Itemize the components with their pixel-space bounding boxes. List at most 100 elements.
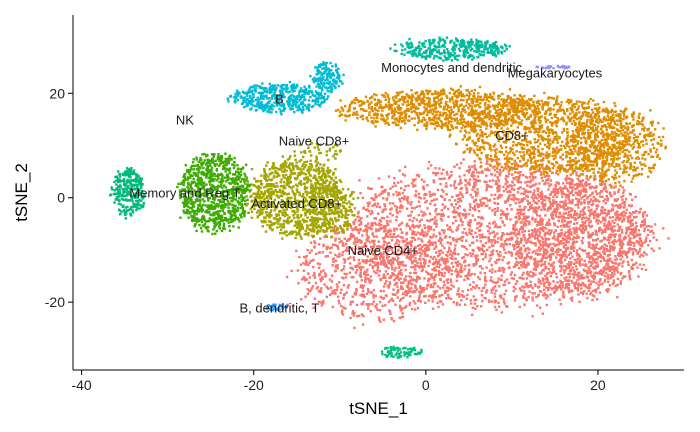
data-point bbox=[493, 305, 497, 309]
data-point bbox=[581, 241, 584, 245]
data-point bbox=[460, 187, 463, 190]
data-point bbox=[384, 270, 388, 273]
data-point bbox=[587, 251, 591, 255]
data-point bbox=[545, 248, 548, 252]
data-point bbox=[411, 219, 414, 223]
data-point bbox=[366, 268, 369, 271]
data-point bbox=[565, 225, 569, 228]
data-point bbox=[339, 99, 342, 102]
data-point bbox=[368, 303, 371, 306]
data-point bbox=[423, 244, 426, 247]
data-point bbox=[603, 274, 607, 278]
data-point bbox=[459, 98, 463, 102]
data-point bbox=[571, 281, 574, 284]
data-point bbox=[525, 164, 528, 167]
data-point bbox=[538, 205, 541, 209]
data-point bbox=[449, 113, 452, 116]
data-point bbox=[410, 107, 413, 111]
data-point bbox=[494, 223, 497, 226]
data-point bbox=[370, 222, 373, 225]
data-point bbox=[399, 246, 403, 249]
data-point bbox=[519, 186, 522, 189]
data-point bbox=[459, 191, 462, 194]
data-point bbox=[437, 239, 440, 242]
data-point bbox=[454, 257, 457, 261]
data-point bbox=[415, 112, 419, 115]
data-point bbox=[479, 236, 482, 239]
data-point bbox=[569, 180, 573, 183]
data-point bbox=[472, 178, 476, 181]
data-point bbox=[409, 203, 412, 206]
data-point bbox=[465, 101, 468, 104]
data-point bbox=[405, 93, 408, 96]
data-point bbox=[366, 288, 370, 291]
data-point bbox=[538, 289, 542, 293]
data-point bbox=[362, 102, 365, 105]
data-point bbox=[612, 279, 615, 282]
data-point bbox=[516, 179, 519, 182]
data-point bbox=[534, 284, 537, 288]
data-point bbox=[524, 189, 527, 192]
data-point bbox=[483, 271, 486, 275]
data-point bbox=[627, 226, 631, 229]
data-point bbox=[505, 213, 508, 216]
data-point bbox=[624, 253, 627, 256]
data-point bbox=[595, 232, 598, 236]
data-point bbox=[515, 220, 519, 223]
data-point bbox=[597, 287, 600, 290]
data-point bbox=[544, 174, 547, 178]
data-point bbox=[602, 230, 605, 233]
data-point bbox=[436, 285, 440, 288]
data-point bbox=[628, 228, 631, 231]
data-point bbox=[403, 195, 406, 198]
data-point bbox=[522, 222, 526, 226]
data-point bbox=[614, 233, 617, 236]
data-point bbox=[560, 267, 563, 270]
data-point bbox=[621, 231, 624, 234]
data-point bbox=[380, 117, 383, 121]
data-point bbox=[541, 263, 544, 266]
data-point bbox=[519, 228, 522, 231]
data-point bbox=[562, 245, 566, 248]
data-point bbox=[503, 114, 506, 117]
data-point bbox=[368, 281, 372, 284]
data-point bbox=[468, 232, 471, 235]
data-point bbox=[492, 98, 496, 101]
data-point bbox=[449, 253, 452, 256]
data-point bbox=[422, 261, 426, 264]
data-point bbox=[414, 268, 417, 271]
data-point bbox=[449, 280, 453, 284]
data-point bbox=[578, 213, 581, 216]
data-point bbox=[420, 102, 423, 105]
data-point bbox=[362, 294, 366, 297]
data-point bbox=[454, 252, 457, 255]
data-point bbox=[634, 226, 637, 229]
data-point bbox=[498, 120, 502, 123]
data-point bbox=[285, 275, 289, 279]
data-point bbox=[343, 265, 346, 268]
data-point bbox=[575, 212, 578, 215]
data-point bbox=[493, 207, 496, 211]
data-point bbox=[510, 187, 514, 191]
data-point bbox=[582, 188, 585, 191]
data-point bbox=[334, 109, 338, 112]
data-point bbox=[455, 118, 458, 121]
data-point bbox=[563, 242, 566, 245]
data-point bbox=[448, 249, 451, 252]
data-point bbox=[461, 107, 464, 111]
data-point bbox=[565, 177, 568, 180]
data-point bbox=[459, 217, 463, 221]
data-point bbox=[397, 288, 400, 292]
data-point bbox=[500, 209, 503, 212]
data-point bbox=[428, 119, 431, 122]
data-point bbox=[608, 241, 611, 245]
data-point bbox=[483, 245, 486, 248]
data-point bbox=[362, 284, 365, 287]
data-point bbox=[618, 233, 621, 237]
data-point bbox=[618, 226, 621, 229]
data-point bbox=[433, 119, 436, 122]
data-point bbox=[397, 99, 401, 102]
data-point bbox=[408, 288, 411, 291]
data-point bbox=[370, 227, 373, 231]
data-point bbox=[521, 265, 524, 269]
